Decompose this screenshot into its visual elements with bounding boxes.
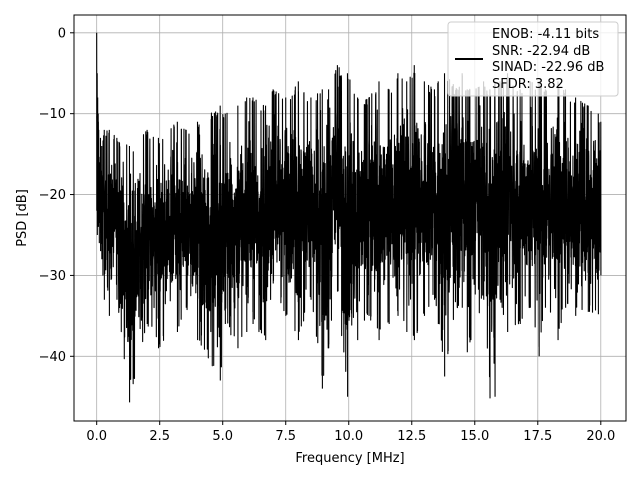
legend-entry-sfdr: SFDR: 3.82 [492, 77, 564, 92]
legend-entry-enob: ENOB: -4.11 bits [492, 27, 599, 42]
x-tick-label-7: 17.5 [523, 429, 552, 444]
x-tick-label-4: 10.0 [334, 429, 363, 444]
y-tick-label-2: −20 [39, 188, 66, 203]
x-tick-label-3: 7.5 [275, 429, 296, 444]
psd-series-line [96, 32, 602, 403]
x-tick-label-8: 20.0 [586, 429, 615, 444]
x-axis-label: Frequency [MHz] [295, 451, 404, 466]
legend-entry-snr: SNR: -22.94 dB [492, 44, 590, 59]
x-tick-label-2: 5.0 [212, 429, 233, 444]
y-tick-label-3: −30 [39, 269, 66, 284]
y-axis-ticks: 0 −10 −20 −30 −40 [39, 26, 74, 365]
x-tick-label-0: 0.0 [86, 429, 107, 444]
plot-area [96, 32, 602, 403]
axes-frame [73, 14, 627, 422]
y-tick-label-1: −10 [39, 107, 66, 122]
x-tick-label-1: 2.5 [149, 429, 170, 444]
legend: ENOB: -4.11 bits SNR: -22.94 dB SINAD: -… [447, 21, 619, 97]
y-tick-label-4: −40 [39, 350, 66, 365]
y-axis-label: PSD [dB] [15, 189, 30, 247]
legend-entry-sinad: SINAD: -22.96 dB [492, 60, 604, 75]
y-tick-label-0: 0 [58, 26, 66, 41]
legend-box [447, 21, 619, 97]
x-axis-ticks: 0.0 2.5 5.0 7.5 10.0 12.5 15.0 17.5 20.0 [86, 421, 615, 444]
x-tick-label-5: 12.5 [397, 429, 426, 444]
x-tick-label-6: 15.0 [460, 429, 489, 444]
